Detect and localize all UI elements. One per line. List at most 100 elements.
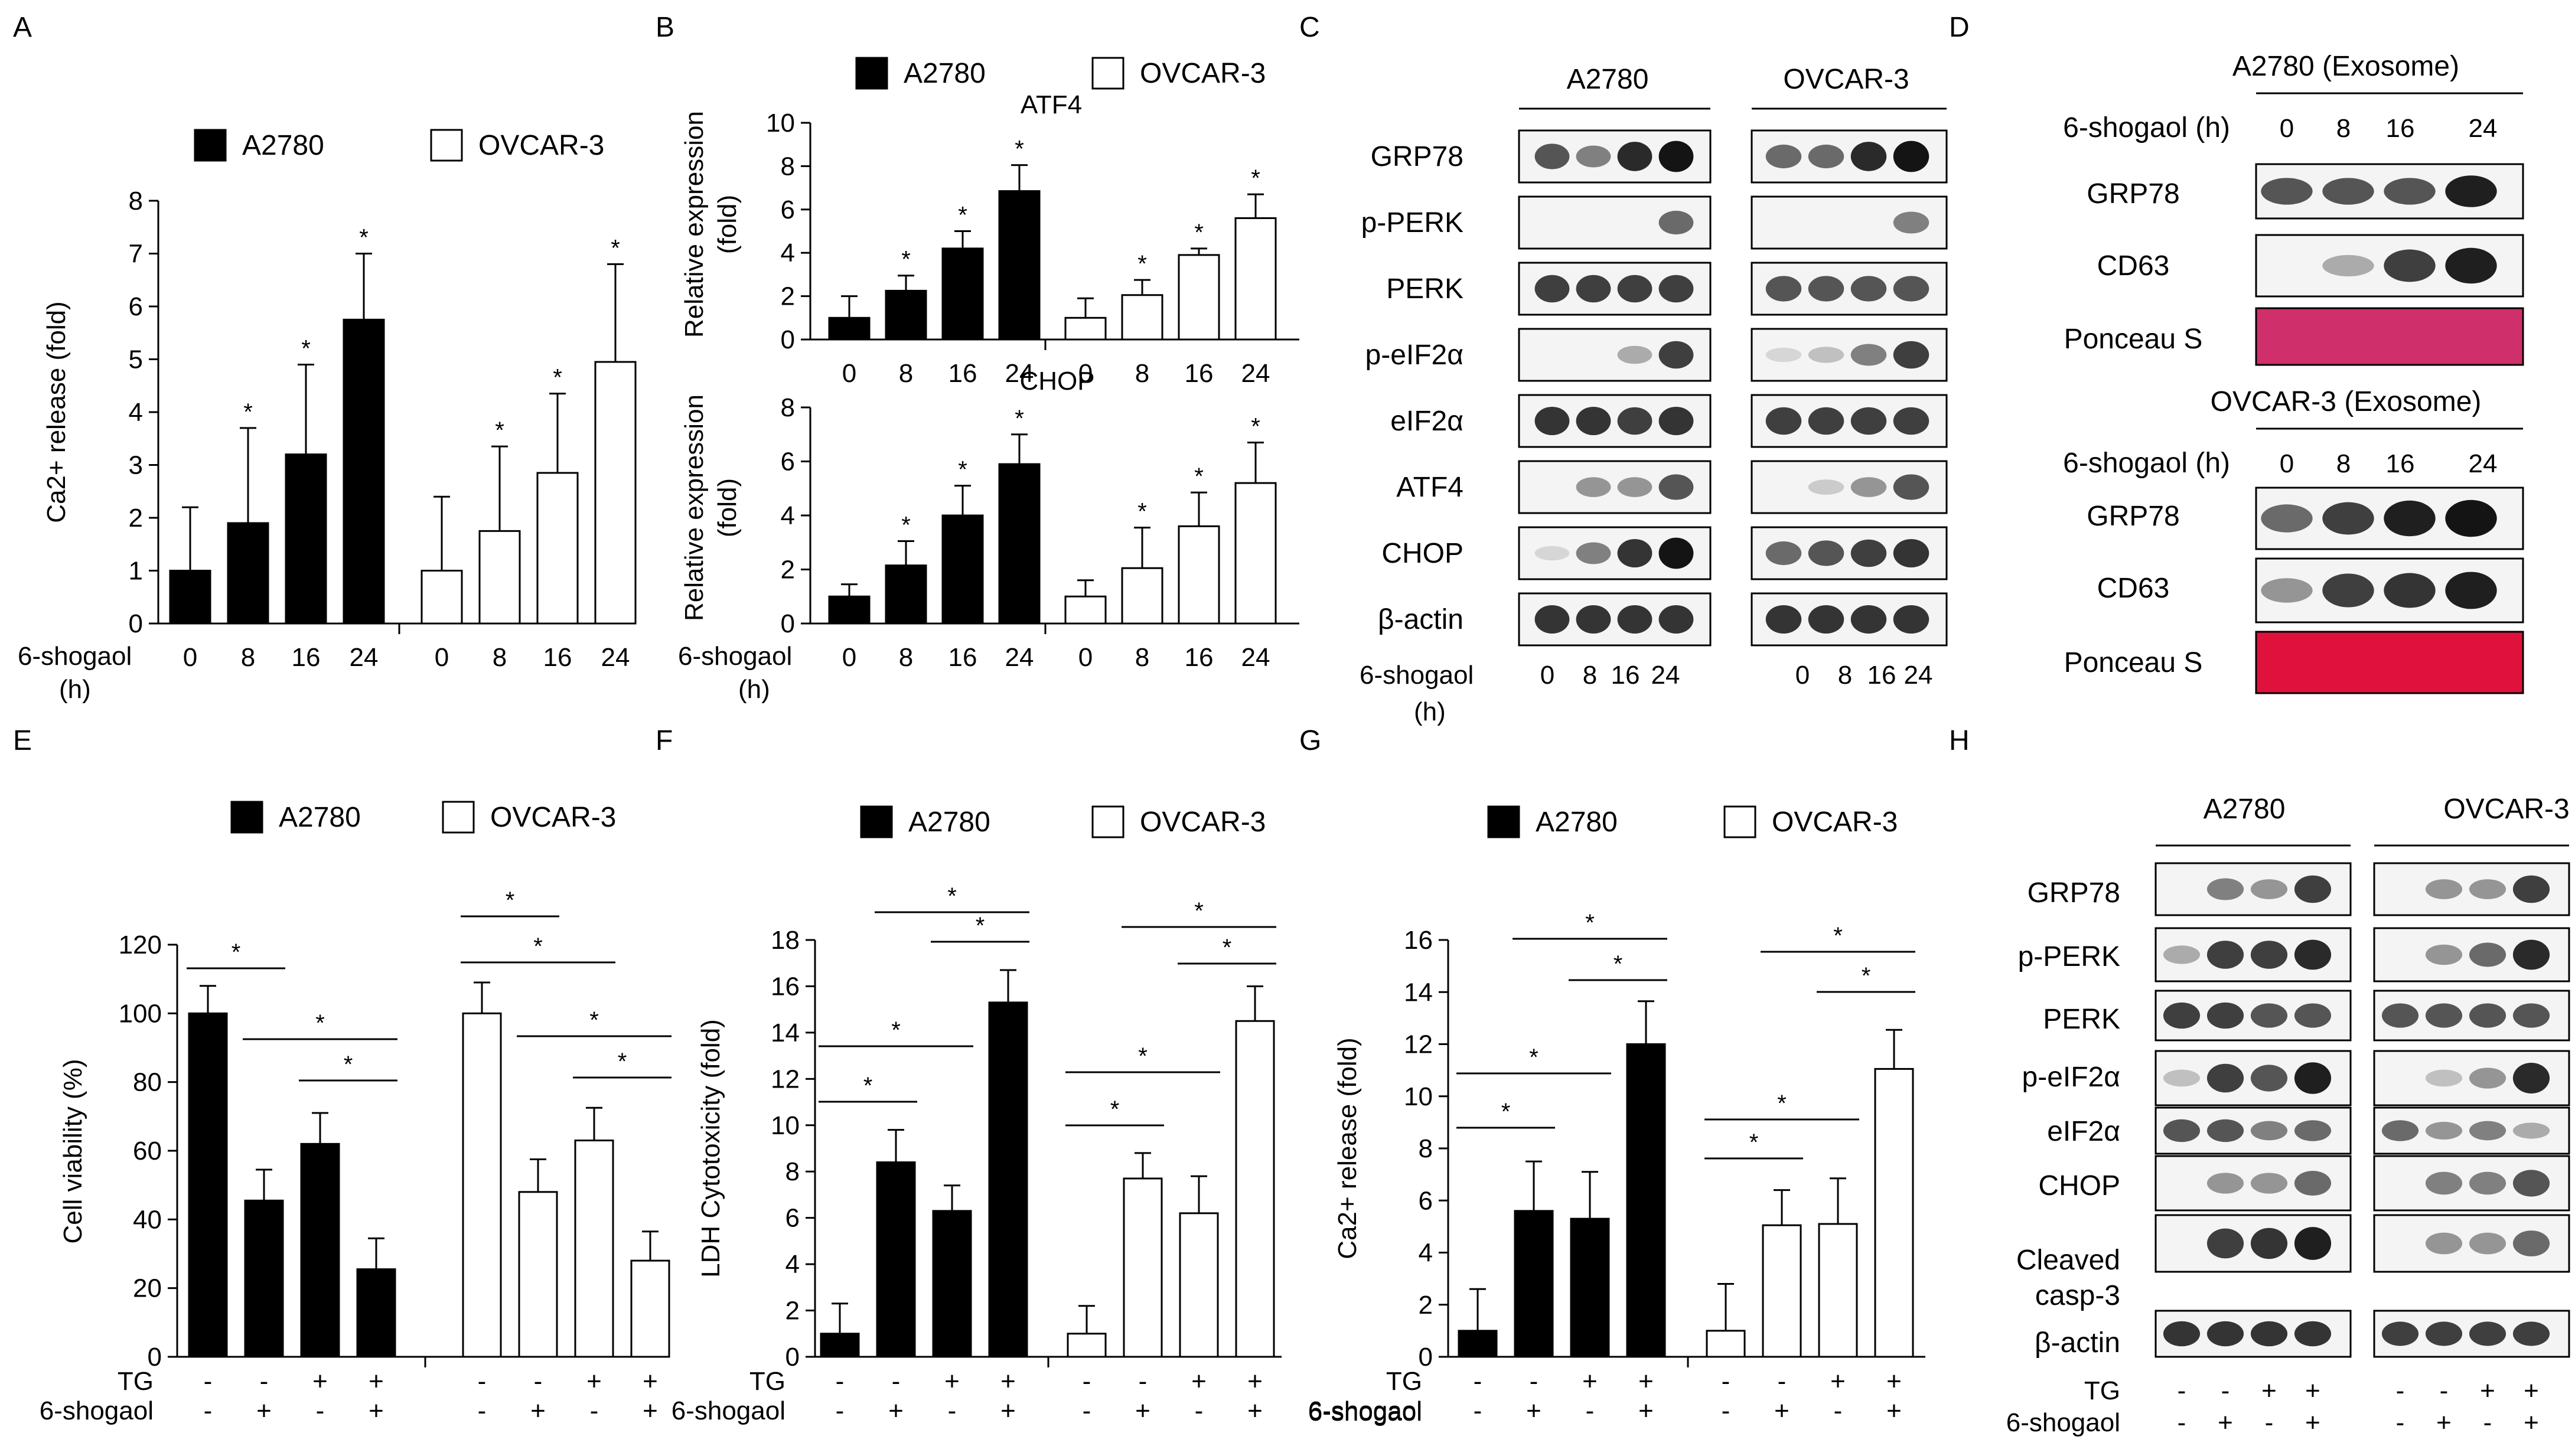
chart-b1-y-tick-label: 4 (781, 239, 795, 267)
blot-c-a2780-strip-band (1576, 477, 1611, 497)
panel-letter-h: H (1949, 725, 1970, 756)
chart-g-y-axis-title: Ca2+ release (fold) (1333, 1037, 1362, 1259)
blot-h-a2780-strip-band (2206, 1173, 2244, 1194)
blot-h-ovcar3-strip-band (2425, 1003, 2463, 1028)
blot-h-a2780-strip-band (2294, 1227, 2332, 1260)
chart-f-y-tick-label: 0 (785, 1343, 800, 1372)
chart-a-bar-a2780 (343, 318, 385, 625)
blot-c-lane-label: 0 (1540, 661, 1554, 690)
chart-g-condition-symbol: - (1834, 1396, 1843, 1425)
chart-b1-significance-star: * (901, 247, 911, 273)
blot-d-lane-label-bottom: 8 (2336, 449, 2351, 478)
blot-c-x-axis-title: 6-shogaol (1360, 661, 1474, 690)
blot-h-a2780-strip-band (2206, 941, 2244, 969)
blot-c-lane-label: 8 (1838, 661, 1852, 690)
chart-f-condition-symbol: - (892, 1367, 901, 1396)
chart-e-bracket-star: * (344, 1052, 353, 1078)
blot-h-row-label-6-shogaol: 6-shogaol (2006, 1408, 2120, 1437)
chart-g-row-label-6-shogaol-end: 6-shogaol (1308, 1398, 1422, 1426)
chart-f-bracket-star: * (1138, 1043, 1148, 1069)
chart-b2-significance-star: * (901, 512, 911, 538)
blot-h-ovcar3-strip-band (2425, 944, 2463, 965)
blot-c-ovcar3-strip-band (1850, 407, 1887, 435)
chart-f-condition-symbol: + (888, 1396, 904, 1425)
chart-b1-y-tick-label: 6 (781, 195, 795, 224)
blot-h-a2780-strip-band (2206, 1119, 2244, 1142)
blot-h-condition-symbol: - (2178, 1408, 2186, 1437)
chart-b1-x-tick-label: 0 (1078, 359, 1093, 388)
chart-b-x-axis-unit: (h) (738, 675, 770, 704)
chart-b-chop-y-axis-unit: (fold) (713, 478, 742, 537)
blot-d-lane-label-bottom: 16 (2386, 449, 2415, 478)
chart-f-y-tick-label: 6 (785, 1204, 800, 1233)
blot-h-ovcar3-strip-band (2512, 1170, 2550, 1197)
blot-h-a2780-strip-band (2206, 878, 2244, 900)
blot-h-ovcar3-strip-band (2469, 879, 2506, 899)
chart-e-y-axis-title: Cell viability (%) (58, 1059, 87, 1244)
chart-e-y-tick-label: 80 (133, 1068, 162, 1097)
chart-e-bracket-star: * (618, 1049, 627, 1075)
blot-c-ovcar3-strip-band (1893, 341, 1929, 369)
blot-c-lane-label: 24 (1651, 661, 1680, 690)
chart-e-bar-ovcar3 (518, 1191, 558, 1358)
blot-c-a2780-strip-band (1617, 605, 1652, 634)
chart-a-y-tick-label: 8 (129, 187, 143, 216)
chart-g-bar-a2780 (1570, 1217, 1610, 1358)
blot-h-ovcar3-strip-band (2425, 1069, 2463, 1087)
chart-g-bracket-star: * (1585, 910, 1595, 936)
chart-e-bracket-star: * (589, 1007, 599, 1033)
chart-b1-y-tick-label: 0 (781, 325, 795, 354)
chart-b1-bar-a2780 (998, 190, 1041, 341)
chart-e-legend-label-ovcar3: OVCAR-3 (490, 802, 616, 833)
blot-h-ovcar3-strip-band (2512, 875, 2550, 903)
blot-h-a2780-strip-band (2206, 1002, 2244, 1029)
chart-b-atf4-title: ATF4 (1021, 90, 1082, 119)
chart-g-y-tick-label: 14 (1404, 978, 1433, 1007)
chart-a-bar-a2780 (169, 570, 211, 625)
blot-c-row-label: p-PERK (1361, 207, 1463, 239)
blot-d-lane-label-top: 16 (2386, 114, 2415, 143)
blot-c-row-label: PERK (1386, 273, 1463, 305)
blot-c-a2780-strip-band (1617, 407, 1652, 435)
chart-g-y-tick-label: 2 (1419, 1291, 1433, 1320)
blot-c-row-label: ATF4 (1396, 472, 1463, 503)
chart-a-x-tick-label: 24 (601, 643, 630, 672)
chart-f-bar-a2780 (820, 1333, 860, 1358)
chart-b1-bar-ovcar3 (1121, 294, 1163, 341)
blot-c-ovcar3-strip-band (1893, 407, 1929, 435)
blot-d-lane-label-bottom: 24 (2469, 449, 2498, 478)
chart-f-bar-ovcar3 (1179, 1212, 1219, 1358)
chart-b-legend-swatch-ovcar3 (1091, 57, 1124, 90)
chart-b2-x-tick-label: 16 (948, 643, 977, 672)
chart-g-bar-ovcar3 (1706, 1330, 1746, 1358)
blot-h-row-label: GRP78 (2028, 877, 2120, 909)
chart-e-y-tick-label: 20 (133, 1274, 162, 1303)
chart-e-condition-symbol: - (478, 1396, 487, 1425)
blot-h-a2780-strip-band (2250, 879, 2288, 899)
chart-b1-bar-ovcar3 (1064, 316, 1107, 341)
blot-d-bottom-grp78-strip-band (2384, 500, 2436, 537)
panel-letter-c: C (1299, 12, 1320, 43)
blot-c-ovcar3-strip-band (1765, 605, 1802, 634)
chart-b-chop-title: CHOP (1019, 367, 1094, 396)
chart-b2-significance-star: * (1251, 413, 1260, 439)
blot-c-a2780-strip-band (1617, 275, 1652, 303)
blot-h-a2780-strip-band (2163, 1069, 2201, 1087)
chart-b2-significance-star: * (958, 457, 967, 483)
chart-g-condition-symbol: + (1886, 1367, 1902, 1396)
blot-h-ovcar3-strip-band (2425, 1122, 2463, 1140)
blot-h-a2780-strip-band (2163, 1321, 2201, 1347)
blot-h-a2780-strip-band (2163, 1119, 2201, 1142)
chart-b2-bar-ovcar3 (1121, 567, 1163, 625)
blot-d-top-cd63-strip-band (2445, 247, 2497, 284)
chart-b2-x-tick-label: 0 (1078, 643, 1093, 672)
blot-c-ovcar3-strip-band (1808, 144, 1844, 169)
chart-f-condition-symbol: - (1083, 1367, 1091, 1396)
blot-h-row-label-cleaved: Cleaved (2016, 1245, 2120, 1276)
chart-g-condition-symbol: - (1722, 1367, 1730, 1396)
chart-e-bar-ovcar3 (462, 1012, 502, 1358)
blot-c-row-label: eIF2α (1390, 406, 1463, 437)
chart-f-legend-label-a2780: A2780 (908, 807, 990, 838)
blot-c-row-label: β-actin (1378, 604, 1463, 635)
chart-f-condition-symbol: - (1139, 1367, 1148, 1396)
